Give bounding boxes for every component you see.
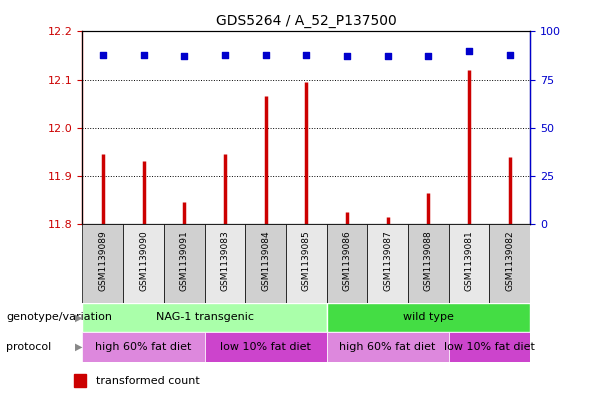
Text: GSM1139088: GSM1139088 [424, 230, 433, 291]
Point [464, 48, 474, 54]
Text: GSM1139087: GSM1139087 [383, 230, 392, 291]
Text: GSM1139081: GSM1139081 [465, 230, 474, 291]
Text: wild type: wild type [403, 312, 454, 322]
Bar [449, 224, 489, 303]
Text: low 10% fat diet: low 10% fat diet [220, 342, 311, 352]
Point [383, 53, 392, 60]
Bar [408, 224, 449, 303]
Bar [82, 332, 204, 362]
Text: NAG-1 transgenic: NAG-1 transgenic [155, 312, 253, 322]
Text: GSM1139090: GSM1139090 [139, 230, 148, 291]
Text: ▶: ▶ [75, 342, 82, 352]
Bar [204, 332, 327, 362]
Bar [164, 224, 204, 303]
Point [180, 53, 189, 60]
Text: GSM1139082: GSM1139082 [505, 230, 514, 291]
Point [139, 51, 148, 58]
Bar [204, 224, 245, 303]
Text: high 60% fat diet: high 60% fat diet [95, 342, 191, 352]
Bar [82, 303, 327, 332]
Bar [123, 224, 164, 303]
Point [220, 51, 230, 58]
Point [423, 53, 433, 60]
Text: GSM1139085: GSM1139085 [302, 230, 311, 291]
Text: genotype/variation: genotype/variation [6, 312, 112, 322]
Text: GSM1139084: GSM1139084 [261, 230, 270, 291]
Point [98, 51, 108, 58]
Bar [368, 224, 408, 303]
Bar [489, 224, 530, 303]
Text: transformed count: transformed count [96, 376, 200, 386]
Bar [245, 224, 286, 303]
Point [302, 51, 311, 58]
Text: high 60% fat diet: high 60% fat diet [339, 342, 436, 352]
Text: ▶: ▶ [75, 312, 82, 322]
Title: GDS5264 / A_52_P137500: GDS5264 / A_52_P137500 [216, 14, 396, 28]
Point [342, 53, 352, 60]
Bar [82, 224, 123, 303]
Text: GSM1139091: GSM1139091 [180, 230, 188, 291]
Text: protocol: protocol [6, 342, 51, 352]
Bar [449, 332, 530, 362]
Bar [286, 224, 327, 303]
Point [261, 51, 270, 58]
Bar [327, 303, 530, 332]
Text: low 10% fat diet: low 10% fat diet [444, 342, 535, 352]
Point [505, 51, 514, 58]
Bar [327, 332, 449, 362]
Text: GSM1139089: GSM1139089 [98, 230, 107, 291]
Text: GSM1139086: GSM1139086 [342, 230, 352, 291]
Bar [327, 224, 368, 303]
Bar [74, 374, 86, 387]
Text: GSM1139083: GSM1139083 [220, 230, 229, 291]
